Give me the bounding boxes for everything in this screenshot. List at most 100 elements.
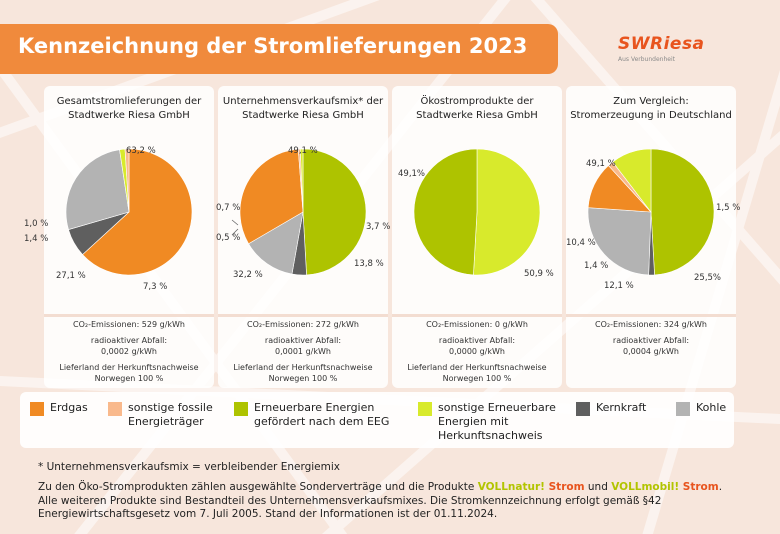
pie-label-sonstige-erneuerbar: 50,9 % <box>524 269 554 279</box>
chart-title: Unternehmensverkaufsmix* der Stadtwerke … <box>220 95 386 123</box>
legend-item-kohle: Kohle <box>676 401 736 416</box>
origin-value: Norwegen 100 % <box>94 374 164 383</box>
pie-label-kernkraft: 3,7 % <box>366 222 390 232</box>
legend-swatch <box>676 402 690 416</box>
pie-label-sonstige-fossile: 1,4 % <box>584 261 608 271</box>
panel-info: CO₂-Emissionen: 529 g/kWh radioaktiver A… <box>46 319 212 384</box>
paragraph-text: Zu den Öko-Stromprodukten zählen ausgewä… <box>38 481 478 493</box>
pie-chart: 50,9 % 49,1% <box>398 148 554 279</box>
pie-label-sonstige-fossile: 0,5 % <box>216 233 240 243</box>
co2-emissions: CO₂-Emissionen: 529 g/kWh <box>73 320 185 329</box>
pie-slice-erdgas <box>239 148 304 245</box>
legend: Erdgas sonstige fossile Energieträger Er… <box>20 392 734 448</box>
title-banner: Kennzeichnung der Stromlieferungen 2023 <box>0 24 558 74</box>
panel-divider <box>218 314 388 317</box>
pie-slice-sonstige-erneuerbare-energien-mit-herkunftsnachweis <box>473 148 541 276</box>
legend-item-kernkraft: Kernkraft <box>576 401 666 416</box>
chart-title: Ökostromprodukte der Stadtwerke Riesa Gm… <box>394 95 560 123</box>
product-name-strom: Strom <box>679 481 719 493</box>
pie-label-kohle: 13,8 % <box>354 259 384 269</box>
pie-label-sonstige-erneuerbar: 1,4 % <box>24 234 48 244</box>
pie-chart: 63,2 % 7,3 % 27,1 % 1,4 % 1,0 % <box>24 146 193 292</box>
pie-label-sonstige-erneuerbar: 10,4 % <box>566 238 596 248</box>
origin-value: Norwegen 100 % <box>442 374 512 383</box>
pie-slice-sonstige-erneuerbare-energien-mit-herkunftsnachweis <box>299 148 304 213</box>
legend-swatch <box>30 402 44 416</box>
waste-value: 0,0004 g/kWh <box>623 347 679 356</box>
pie-label-sonstige-erneuerbar: 0,7 % <box>216 203 240 213</box>
waste-value: 0,0001 g/kWh <box>275 347 331 356</box>
legend-label: Erdgas <box>50 401 88 414</box>
product-name-vollmobil: VOLLmobil! <box>611 481 680 493</box>
logo: SWRiesa Aus Verbundenheit <box>618 34 738 68</box>
co2-emissions: CO₂-Emissionen: 0 g/kWh <box>426 320 528 329</box>
waste-label: radioaktiver Abfall: <box>612 336 690 345</box>
legend-swatch <box>108 402 122 416</box>
pie-slice-erdgas <box>82 148 193 276</box>
legend-swatch <box>234 402 248 416</box>
pie-label-erdgas: 63,2 % <box>126 146 156 156</box>
chart-title-line: Stadtwerke Riesa GmbH <box>416 110 538 121</box>
waste-label: radioaktiver Abfall: <box>264 336 342 345</box>
paragraph-text: . Alle weiteren Produkte sind Bestandtei… <box>38 481 723 520</box>
pie-label-kernkraft: 1,5 % <box>716 203 740 213</box>
co2-emissions: CO₂-Emissionen: 324 g/kWh <box>595 320 707 329</box>
legend-item-sonstige-erneuerbar: sonstige Erneuerbare Energien mit Herkun… <box>418 401 568 443</box>
product-name-strom: Strom <box>544 481 585 493</box>
waste-label: radioaktiver Abfall: <box>90 336 168 345</box>
legend-label: sonstige fossile Energieträger <box>128 401 213 428</box>
pie-slice-kohle <box>65 149 130 230</box>
pie-label-erdgas: 32,2 % <box>233 270 263 280</box>
chart-title: Zum Vergleich: Stromerzeugung in Deutsch… <box>568 95 734 123</box>
panel-info: CO₂-Emissionen: 272 g/kWh radioaktiver A… <box>220 319 386 384</box>
pie-label-erneuerbar-eeg: 49,1 % <box>586 159 616 169</box>
leader-line <box>231 219 239 226</box>
pie-chart: 49,1 % 1,5 % 25,5% 12,1 % 1,4 % 10,4 % <box>566 148 740 291</box>
panel-divider <box>566 314 736 317</box>
pie-chart: 49,1 % 3,7 % 13,8 % 32,2 % 0,5 % 0,7 % <box>216 146 390 280</box>
pie-slice-erneuerbare-energien-gefordert-nach-dem-eeg <box>413 148 478 276</box>
chart-title-line: Ökostromprodukte der <box>420 96 534 107</box>
chart-title-line: Zum Vergleich: <box>613 96 689 107</box>
footnote: * Unternehmensverkaufsmix = verbleibende… <box>38 461 340 473</box>
legend-label: Kohle <box>696 401 727 414</box>
legend-item-erneuerbar-eeg: Erneuerbare Energien gefördert nach dem … <box>234 401 404 429</box>
info-paragraph: Zu den Öko-Stromprodukten zählen ausgewä… <box>38 481 738 522</box>
logo-wordmark: SWRiesa <box>618 34 705 54</box>
origin-label: Lieferland der Herkunftsnachweise <box>407 363 547 372</box>
panel-info: CO₂-Emissionen: 0 g/kWh radioaktiver Abf… <box>394 319 560 384</box>
pie-slice-erneuerbare-energien-gefordert-nach-dem-eeg <box>302 148 367 276</box>
pie-slice-kohle <box>248 211 304 275</box>
legend-label: sonstige Erneuerbare Energien mit Herkun… <box>438 401 556 442</box>
legend-item-erdgas: Erdgas <box>30 401 120 416</box>
legend-item-sonstige-fossile: sonstige fossile Energieträger <box>108 401 228 429</box>
waste-value: 0,0002 g/kWh <box>101 347 157 356</box>
origin-label: Lieferland der Herkunftsnachweise <box>233 363 373 372</box>
legend-label: Erneuerbare Energien gefördert nach dem … <box>254 401 390 428</box>
pie-label-erneuerbar-eeg: 49,1 % <box>288 146 318 156</box>
co2-emissions: CO₂-Emissionen: 272 g/kWh <box>247 320 359 329</box>
waste-value: 0,0000 g/kWh <box>449 347 505 356</box>
origin-label: Lieferland der Herkunftsnachweise <box>59 363 199 372</box>
panel-info: CO₂-Emissionen: 324 g/kWh radioaktiver A… <box>568 319 734 362</box>
pie-label-kohle: 27,1 % <box>56 271 86 281</box>
chart-title-line: Unternehmensverkaufsmix* der <box>222 96 384 107</box>
chart-title-line: Stadtwerke Riesa GmbH <box>68 110 190 121</box>
pie-slice-sonstige-fossile-energietrager <box>124 148 130 213</box>
pie-label-kernkraft: 7,3 % <box>143 282 167 292</box>
paragraph-text: und <box>584 481 612 493</box>
panel-divider <box>44 314 214 317</box>
pie-slice-sonstige-erneuerbare-energien-mit-herkunftsnachweis <box>612 148 652 213</box>
chart-panel-stromerzeugung-deutschland: Zum Vergleich: Stromerzeugung in Deutsch… <box>566 86 740 388</box>
leader-line <box>231 228 239 236</box>
waste-label: radioaktiver Abfall: <box>438 336 516 345</box>
pie-label-erdgas: 12,1 % <box>604 281 634 291</box>
legend-swatch <box>418 402 432 416</box>
product-name-vollnatur: VOLLnatur! <box>477 481 545 493</box>
chart-title: Gesamtstromlieferungen der Stadtwerke Ri… <box>46 95 212 123</box>
panel-divider <box>392 314 562 317</box>
pie-slice-erneuerbare-energien-gefordert-nach-dem-eeg <box>650 148 715 276</box>
chart-title-line: Stromerzeugung in Deutschland <box>570 110 732 121</box>
logo-tagline: Aus Verbundenheit <box>618 56 675 63</box>
page-title: Kennzeichnung der Stromlieferungen 2023 <box>18 34 528 58</box>
